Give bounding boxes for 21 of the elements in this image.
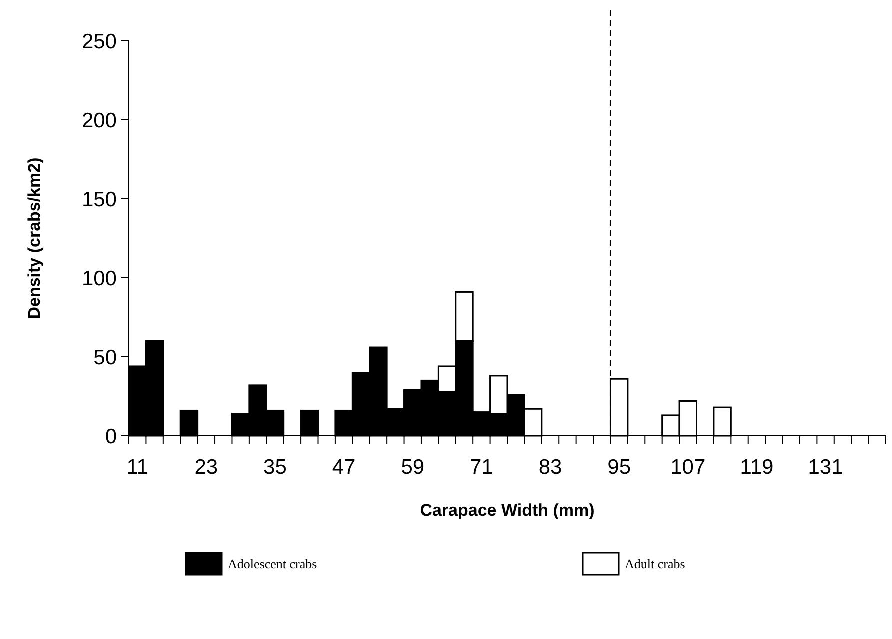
x-axis-title: Carapace Width (mm) [420,501,595,520]
x-tick-label: 11 [126,456,149,479]
y-axis-title: Density (crabs/km2) [25,158,44,320]
x-tick-label: 59 [401,456,425,479]
x-tick-label: 95 [608,456,632,479]
x-tick-label: 35 [264,456,287,479]
x-tick-label: 83 [538,456,562,479]
x-tick-label: 71 [470,456,494,479]
y-tick-label: 250 [82,30,117,54]
y-tick-label: 0 [105,425,117,448]
y-tick-label: 150 [82,188,117,212]
y-tick-label: 50 [94,346,117,370]
legend-label: Adult crabs [625,556,686,572]
x-tick-label: 119 [740,456,774,479]
y-tick-label: 200 [82,109,117,132]
legend-label: Adolescent crabs [228,556,318,572]
x-tick-label: 107 [670,456,706,479]
x-tick-label: 23 [194,456,218,479]
x-tick-label: 131 [808,456,844,479]
x-tick-label: 47 [332,456,356,479]
y-tick-label: 100 [82,267,117,290]
